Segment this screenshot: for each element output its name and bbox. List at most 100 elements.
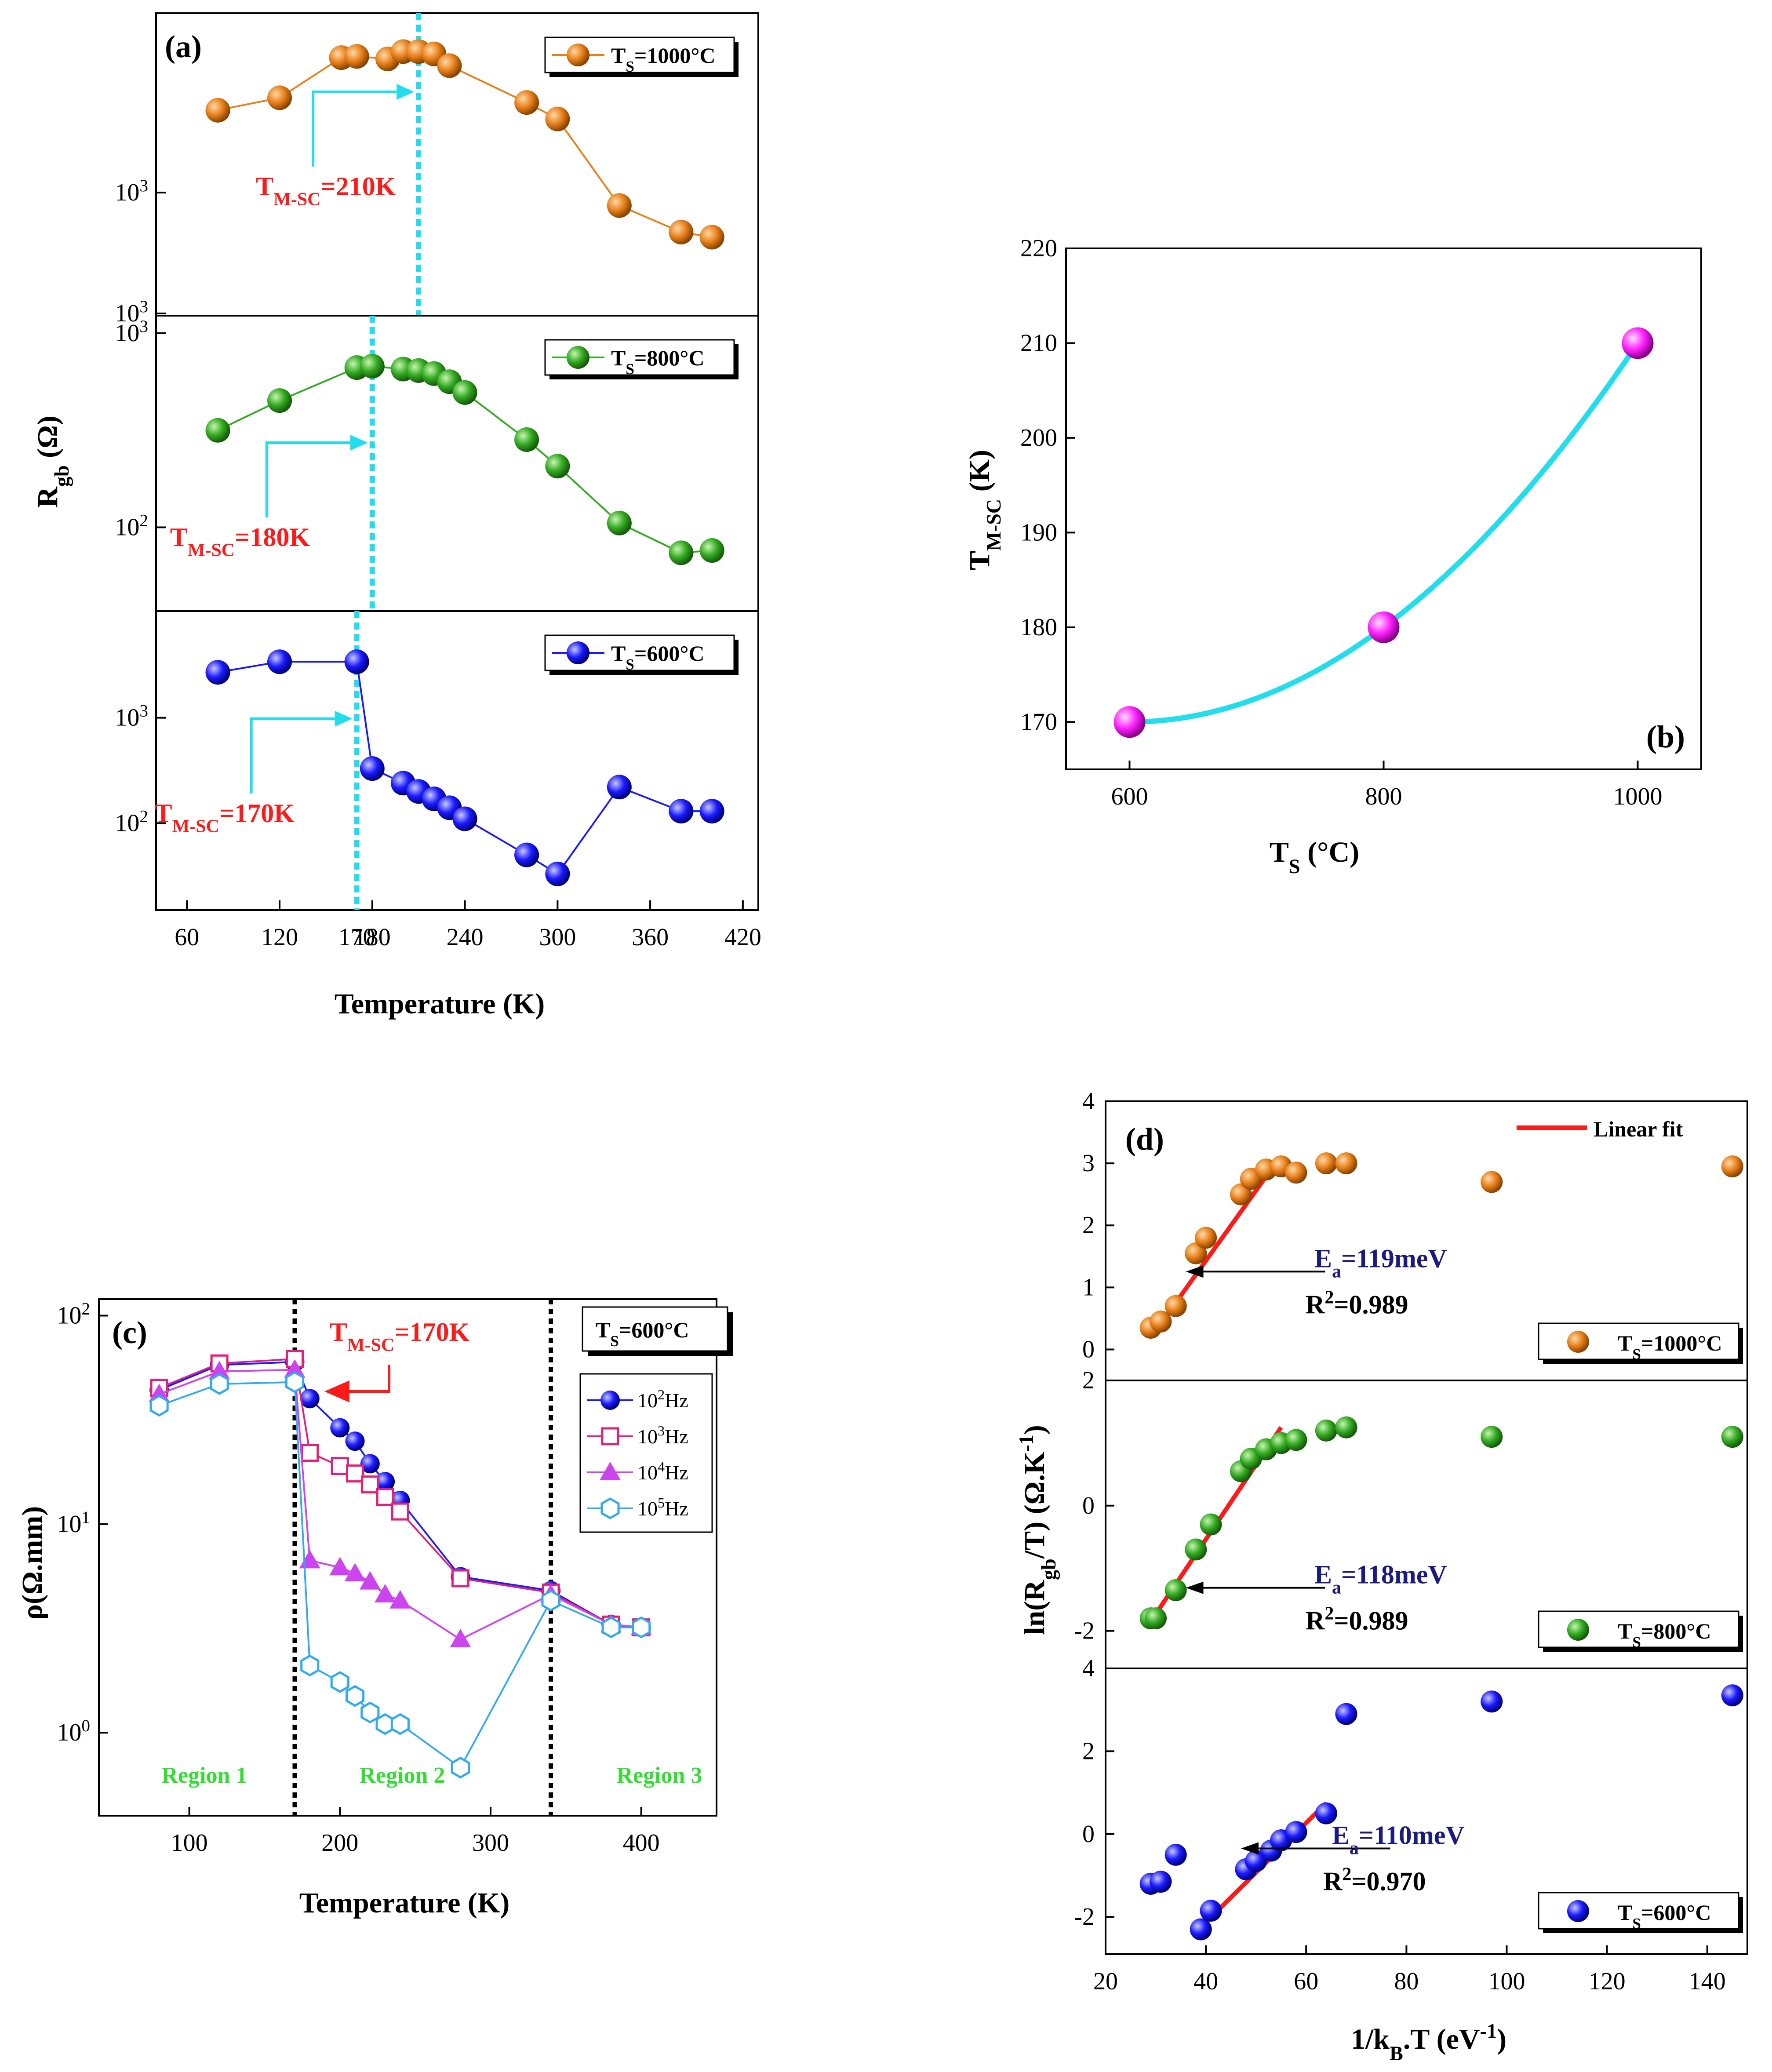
data-point xyxy=(267,649,292,674)
data-point xyxy=(1335,1416,1357,1438)
transition-annotation: TM-SC=210K xyxy=(256,172,396,210)
activation-energy-label-part-1: a xyxy=(1332,1261,1341,1282)
y-tick-label-part-0: 10 xyxy=(57,1511,81,1538)
data-point xyxy=(1200,1900,1222,1922)
info-label-part-2: =600°C xyxy=(619,1318,689,1342)
legend-label-part-0: T xyxy=(611,641,626,666)
data-point xyxy=(545,106,570,131)
data-point xyxy=(344,649,369,674)
legend-label-part-0: T xyxy=(1618,1331,1632,1355)
region-label-part-0: Region 3 xyxy=(617,1763,702,1788)
r-squared-label-part-0: R xyxy=(1306,1290,1325,1319)
arrow-head xyxy=(350,434,368,451)
legend-label-part-1: 5 xyxy=(658,1495,665,1511)
y-tick-label-part-0: 0 xyxy=(1082,1821,1095,1848)
legend-label: TS=800°C xyxy=(611,346,704,378)
data-point xyxy=(1113,706,1146,738)
data-point xyxy=(514,842,539,867)
x-axis-label-part-1: S xyxy=(1289,855,1300,878)
panel-label: (a) xyxy=(165,29,202,64)
legend-label-part-2: =600°C xyxy=(1641,1900,1711,1925)
x-tick-label-part-0: 120 xyxy=(261,924,298,951)
data-point xyxy=(1622,327,1654,359)
x-tick-label-part-0: 100 xyxy=(171,1829,208,1857)
y-tick-label: 1 xyxy=(1082,1274,1095,1301)
y-tick-label-part-0: -2 xyxy=(1074,1903,1095,1930)
r-squared-label-part-1: 2 xyxy=(1342,1864,1351,1885)
x-axis-label-part-2: (°C) xyxy=(1300,836,1360,868)
fit-curve xyxy=(1129,342,1640,725)
x-axis-label-part-0: Temperature (K) xyxy=(335,988,545,1020)
y-axis-label-part-0: T xyxy=(964,551,996,570)
subplot-frame xyxy=(1105,1668,1748,1955)
x-tick-label-part-0: 400 xyxy=(623,1829,660,1857)
data-point xyxy=(300,1389,320,1409)
y-tick-label-part-0: 2 xyxy=(1082,1737,1095,1765)
panel-label: (b) xyxy=(1646,719,1685,754)
plot-frame xyxy=(98,1298,717,1817)
legend-label-part-1: S xyxy=(626,361,634,378)
fit-legend-label: Linear fit xyxy=(1594,1117,1683,1141)
activation-energy-label-part-0: E xyxy=(1314,1560,1332,1589)
data-point xyxy=(391,1502,409,1521)
data-point xyxy=(601,1616,621,1639)
x-tick-label: 800 xyxy=(1365,783,1402,810)
data-point xyxy=(1481,1426,1503,1448)
data-point xyxy=(607,193,632,218)
y-tick-label: 102 xyxy=(57,1299,90,1329)
data-point xyxy=(1315,1152,1337,1175)
y-tick-label-part-1: 3 xyxy=(139,317,148,336)
panel-d: 01234Ea=119meVR2=0.989TS=1000°C-202Ea=11… xyxy=(1015,1088,1748,2065)
x-axis-label-part-0: T xyxy=(1270,836,1289,868)
data-point xyxy=(1150,1310,1172,1333)
arrow-head xyxy=(1186,1265,1204,1278)
data-point xyxy=(699,799,724,824)
y-tick-label-part-0: 0 xyxy=(1082,1492,1095,1519)
y-tick-label: 180 xyxy=(1020,614,1057,641)
legend-label: TS=1000°C xyxy=(1618,1331,1722,1363)
data-point xyxy=(699,538,724,563)
data-point xyxy=(600,1497,620,1519)
x-axis-label: TS (°C) xyxy=(1270,836,1359,878)
x-tick-label-part-0: 20 xyxy=(1093,1968,1118,1995)
x-tick-label-part-0: 200 xyxy=(321,1829,358,1857)
x-axis-label: Temperature (K) xyxy=(335,988,545,1020)
x-axis-label-part-3: -1 xyxy=(1480,2020,1497,2042)
data-point xyxy=(1285,1429,1307,1451)
y-axis-label-part-2: (Ω) xyxy=(32,415,64,465)
legend-label-part-1: S xyxy=(1632,1346,1641,1363)
data-point xyxy=(360,756,385,781)
y-tick-label: 4 xyxy=(1082,1655,1095,1682)
r-squared-label-part-2: =0.989 xyxy=(1334,1606,1408,1635)
info-label-part-1: S xyxy=(610,1333,619,1350)
data-point xyxy=(329,1557,351,1576)
activation-energy-label: Ea=110meV xyxy=(1332,1821,1465,1859)
y-tick-label: 100 xyxy=(57,1716,90,1747)
y-axis-label-part-2: /T) (Ω.K xyxy=(1019,1452,1051,1559)
legend-label: 105Hz xyxy=(637,1495,688,1520)
data-point xyxy=(1335,1152,1357,1175)
legend-label: TS=1000°C xyxy=(611,43,715,75)
y-tick-label: 103 xyxy=(115,297,148,328)
data-point xyxy=(699,225,724,250)
data-point xyxy=(390,1713,410,1735)
data-point xyxy=(452,806,477,831)
x-tick-label: 170 xyxy=(338,924,375,951)
x-tick-label: 100 xyxy=(1488,1968,1525,1995)
x-tick-label-part-0: 600 xyxy=(1111,783,1148,810)
arrow-head xyxy=(335,710,353,727)
data-point xyxy=(375,1472,395,1492)
data-point xyxy=(299,1550,320,1569)
panel-label-part-0: (c) xyxy=(112,1315,147,1350)
panel-a: 103103TM-SC=210KTS=1000°C103102TM-SC=180… xyxy=(32,12,761,1020)
r-squared-label-part-1: 2 xyxy=(1324,1287,1334,1307)
x-axis-label-part-0: Temperature (K) xyxy=(299,1887,509,1919)
legend-label-part-2: =600°C xyxy=(634,641,705,666)
y-tick-label-part-0: 10 xyxy=(115,179,139,206)
x-tick-label-part-0: 300 xyxy=(539,924,576,951)
subplot-frame xyxy=(155,610,759,911)
y-axis-label-part-1: gb xyxy=(51,465,73,487)
legend-label-part-0: 10 xyxy=(637,1461,658,1484)
